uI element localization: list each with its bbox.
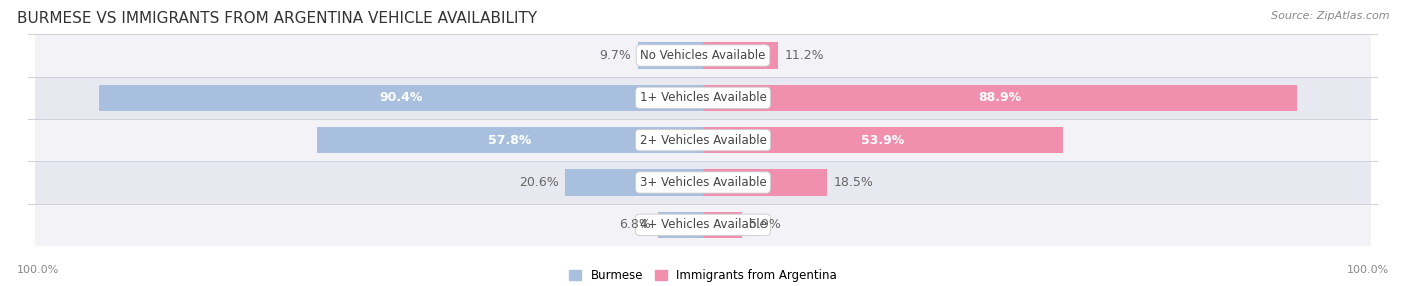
Bar — [316, 127, 703, 153]
Text: 88.9%: 88.9% — [979, 91, 1022, 104]
Text: 3+ Vehicles Available: 3+ Vehicles Available — [640, 176, 766, 189]
Text: 100.0%: 100.0% — [17, 265, 59, 275]
Bar — [638, 42, 703, 69]
Text: 100.0%: 100.0% — [1347, 265, 1389, 275]
Bar — [35, 161, 1371, 204]
Bar — [35, 77, 1371, 119]
Text: 6.8%: 6.8% — [619, 218, 651, 231]
Text: No Vehicles Available: No Vehicles Available — [640, 49, 766, 62]
Text: 90.4%: 90.4% — [380, 91, 423, 104]
Text: BURMESE VS IMMIGRANTS FROM ARGENTINA VEHICLE AVAILABILITY: BURMESE VS IMMIGRANTS FROM ARGENTINA VEH… — [17, 11, 537, 26]
Text: 20.6%: 20.6% — [519, 176, 558, 189]
Text: 18.5%: 18.5% — [834, 176, 873, 189]
Text: 2+ Vehicles Available: 2+ Vehicles Available — [640, 134, 766, 147]
Bar — [703, 127, 1063, 153]
Text: 1+ Vehicles Available: 1+ Vehicles Available — [640, 91, 766, 104]
Bar — [35, 119, 1371, 161]
Bar — [703, 85, 1296, 111]
Text: 9.7%: 9.7% — [599, 49, 631, 62]
Text: 5.9%: 5.9% — [749, 218, 780, 231]
Bar — [703, 212, 742, 238]
Text: Source: ZipAtlas.com: Source: ZipAtlas.com — [1271, 11, 1389, 21]
Bar — [35, 204, 1371, 246]
Bar — [703, 42, 778, 69]
Text: 11.2%: 11.2% — [785, 49, 824, 62]
Bar — [565, 169, 703, 196]
Bar — [98, 85, 703, 111]
Legend: Burmese, Immigrants from Argentina: Burmese, Immigrants from Argentina — [564, 264, 842, 286]
Bar — [658, 212, 703, 238]
Bar — [35, 34, 1371, 77]
Text: 4+ Vehicles Available: 4+ Vehicles Available — [640, 218, 766, 231]
Bar — [703, 169, 827, 196]
Text: 57.8%: 57.8% — [488, 134, 531, 147]
Text: 53.9%: 53.9% — [862, 134, 904, 147]
